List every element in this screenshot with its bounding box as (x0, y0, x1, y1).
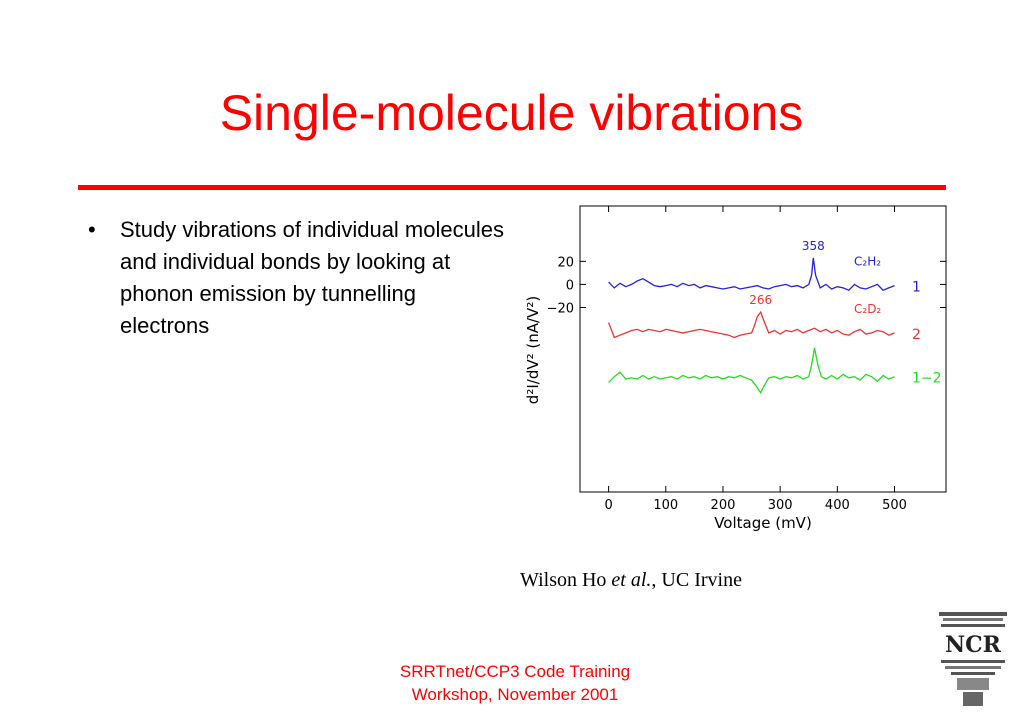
footer-line-1: SRRTnet/CCP3 Code Training (399, 662, 631, 681)
x-axis-label: Voltage (mV) (714, 514, 812, 532)
credit-etal: et al. (611, 569, 652, 591)
series-formula-label: C₂H₂ (854, 255, 881, 269)
peak-label: 358 (802, 239, 825, 253)
image-credit: Wilson Ho et al., UC Irvine (520, 569, 742, 592)
x-tick-label: 300 (768, 498, 793, 513)
slide-title: Single-molecule vibrations (219, 85, 804, 141)
y-axis-label: d²I/dV² (nA/V²) (524, 296, 542, 404)
series-name-label: 1 (912, 280, 921, 296)
footer-line-2: Workshop, November 2001 (411, 685, 619, 704)
series-name-label: 2 (912, 327, 921, 343)
peak-label: 266 (749, 293, 772, 307)
title-divider (78, 185, 946, 190)
y-tick-label: 20 (557, 255, 574, 270)
x-tick-label: 100 (653, 498, 678, 513)
bullet-item: • Study vibrations of individual molecul… (88, 214, 508, 342)
x-tick-label: 0 (604, 498, 612, 513)
series-line (608, 257, 895, 291)
series-line (607, 310, 895, 339)
credit-author: Wilson Ho (520, 569, 607, 591)
series-formula-label: C₂D₂ (854, 302, 881, 316)
ncr-logo-icon: NCR (933, 608, 1013, 708)
bullet-list: • Study vibrations of individual molecul… (88, 214, 508, 342)
x-tick-label: 400 (825, 498, 850, 513)
y-tick-label: 0 (566, 278, 574, 293)
series-line (608, 347, 895, 395)
series-name-label: 1−2 (912, 371, 942, 387)
credit-affiliation: , UC Irvine (651, 569, 742, 591)
slide-footer: SRRTnet/CCP3 Code Training Workshop, Nov… (330, 660, 700, 706)
x-tick-label: 500 (882, 498, 907, 513)
bullet-text: Study vibrations of individual molecules… (120, 217, 504, 338)
spectra-chart: 0 100 200 300 400 500 20 0 −20 1 C₂H₂ 358 2 C₂D₂ 266 1… (500, 200, 960, 540)
svg-text:NCR: NCR (945, 632, 1002, 658)
y-tick-label: −20 (547, 301, 574, 316)
bullet-icon: • (88, 217, 96, 242)
plot-frame (579, 205, 947, 493)
x-tick-label: 200 (711, 498, 736, 513)
